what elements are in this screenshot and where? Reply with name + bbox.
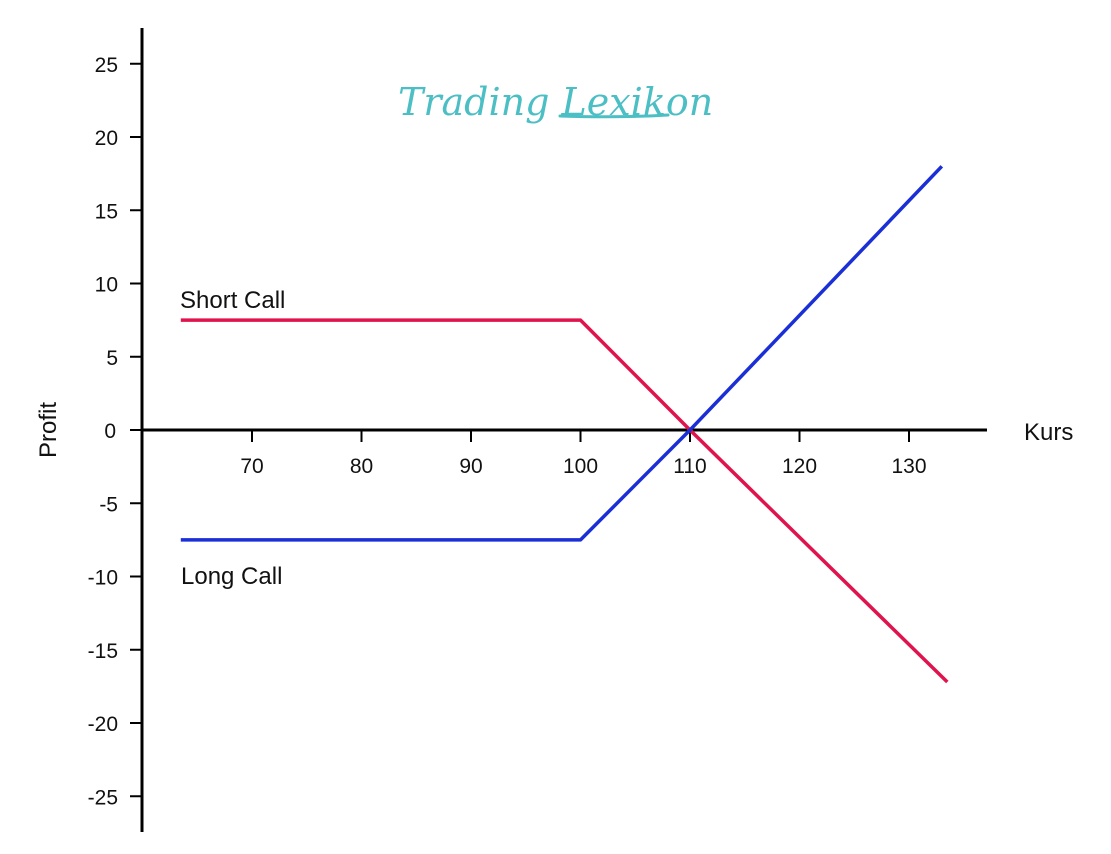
long-call-line — [180, 165, 944, 542]
short-call-label: Short Call — [180, 287, 285, 314]
y-tick-label: -15 — [88, 640, 118, 663]
y-tick-label: 10 — [95, 274, 118, 297]
x-tick-label: 80 — [350, 455, 373, 478]
y-tick-label: 5 — [106, 347, 118, 370]
y-tick-label: 20 — [95, 127, 118, 150]
x-tick-label: 120 — [782, 455, 817, 478]
series-layer — [180, 165, 949, 684]
x-tick-label: 110 — [673, 455, 706, 478]
x-tick-label: 70 — [240, 455, 263, 478]
x-tick-label: 100 — [563, 455, 598, 478]
trading-lexikon-logo: Trading Lexikon — [398, 80, 713, 124]
y-tick-label: -25 — [88, 786, 118, 809]
short-call-line — [180, 318, 949, 684]
y-tick-label: 25 — [95, 54, 118, 77]
x-axis-ticks: 70 80 90 100 110 120 130 — [240, 430, 927, 478]
long-call-label: Long Call — [181, 563, 282, 590]
y-tick-label: 0 — [104, 420, 116, 443]
x-tick-label: 130 — [891, 455, 926, 478]
y-tick-label: -20 — [88, 713, 118, 736]
x-axis-title: Kurs — [1024, 419, 1073, 446]
y-axis-ticks: 25 20 15 10 5 0 -5 -10 -15 -20 -25 — [88, 54, 142, 809]
logo-text: Trading Lexikon — [398, 80, 713, 124]
y-tick-label: 15 — [95, 200, 118, 223]
x-tick-label: 90 — [459, 455, 482, 478]
logo-underline — [558, 113, 670, 119]
y-tick-label: -10 — [88, 567, 118, 590]
y-axis-title: Profit — [35, 402, 62, 458]
y-tick-label: -5 — [99, 493, 118, 516]
